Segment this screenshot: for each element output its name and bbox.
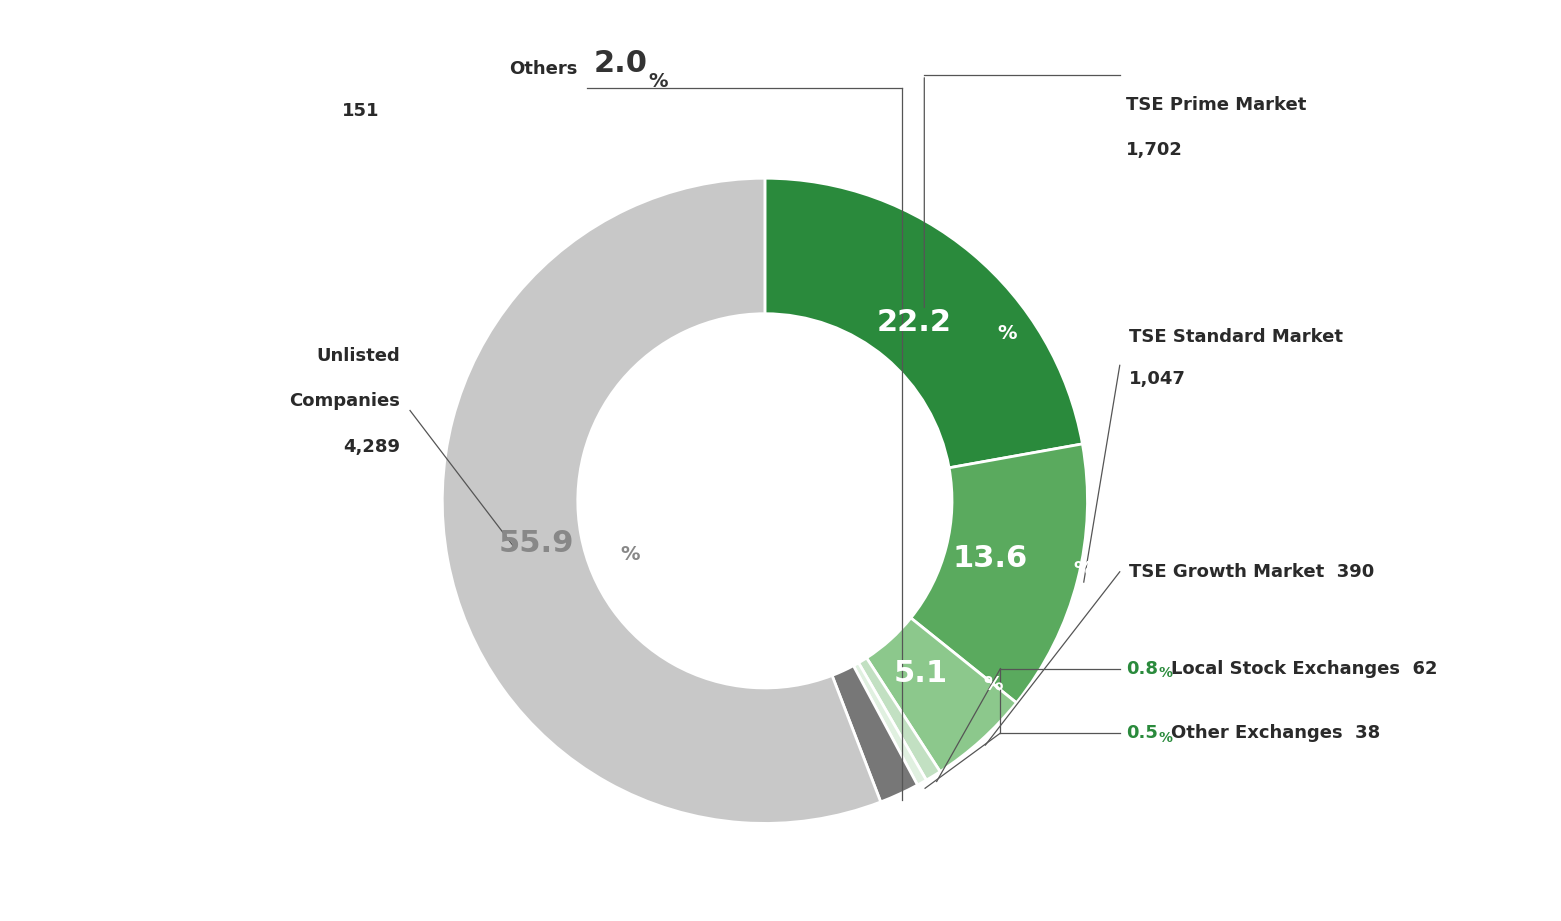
Text: %: % [620, 545, 640, 564]
Text: 5.1: 5.1 [893, 659, 948, 688]
Text: 0.8: 0.8 [1125, 659, 1158, 678]
Text: TSE Growth Market  390: TSE Growth Market 390 [1130, 563, 1375, 581]
Text: Other Exchanges  38: Other Exchanges 38 [1171, 724, 1380, 742]
Text: %: % [649, 72, 668, 91]
Text: %: % [997, 324, 1018, 344]
Text: Companies: Companies [289, 392, 400, 411]
Text: 151: 151 [342, 102, 379, 120]
Wedge shape [910, 444, 1088, 703]
Text: %: % [1158, 667, 1172, 681]
Wedge shape [854, 663, 926, 785]
Text: 0.5: 0.5 [1125, 724, 1158, 742]
Text: Unlisted: Unlisted [317, 347, 400, 366]
Text: %: % [983, 675, 1004, 694]
Text: 22.2: 22.2 [876, 309, 952, 337]
Text: 1,702: 1,702 [1125, 141, 1183, 158]
Text: 4,289: 4,289 [343, 437, 400, 456]
Text: Others: Others [509, 60, 578, 78]
Wedge shape [442, 179, 880, 823]
Wedge shape [765, 179, 1082, 468]
Wedge shape [866, 618, 1016, 772]
Wedge shape [832, 666, 918, 802]
Text: %: % [1158, 731, 1172, 745]
Text: 2.0: 2.0 [593, 49, 648, 78]
Text: 1,047: 1,047 [1130, 370, 1186, 388]
Text: TSE Prime Market: TSE Prime Market [1125, 96, 1307, 113]
Text: TSE Standard Market: TSE Standard Market [1130, 328, 1344, 346]
Text: 13.6: 13.6 [952, 543, 1027, 573]
Text: Local Stock Exchanges  62: Local Stock Exchanges 62 [1171, 659, 1438, 678]
Text: %: % [1074, 560, 1093, 579]
Wedge shape [859, 658, 940, 780]
Text: 55.9: 55.9 [500, 529, 574, 558]
